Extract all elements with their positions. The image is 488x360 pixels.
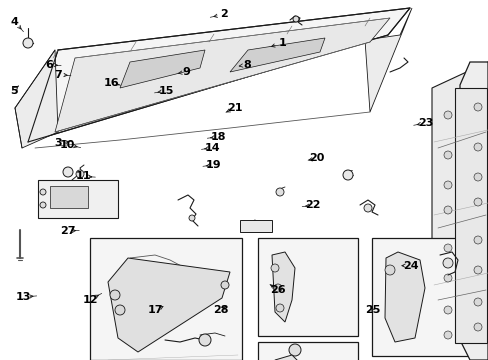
Text: 7: 7: [54, 69, 61, 80]
Circle shape: [189, 215, 195, 221]
Text: 22: 22: [305, 200, 320, 210]
Circle shape: [442, 258, 452, 268]
Bar: [38, 180, 118, 218]
Circle shape: [443, 274, 451, 282]
Bar: [454, 88, 486, 343]
Circle shape: [23, 38, 33, 48]
Bar: [90, 238, 242, 360]
Circle shape: [443, 181, 451, 189]
Text: 27: 27: [60, 226, 75, 236]
Circle shape: [221, 281, 228, 289]
Text: 4: 4: [11, 17, 19, 27]
Bar: [258, 342, 357, 360]
Polygon shape: [15, 50, 58, 148]
Text: 1: 1: [278, 38, 286, 48]
Polygon shape: [364, 8, 411, 112]
Circle shape: [292, 16, 298, 22]
Text: 23: 23: [417, 118, 432, 128]
Text: 24: 24: [402, 261, 418, 271]
Circle shape: [473, 198, 481, 206]
Text: 8: 8: [243, 60, 251, 70]
Polygon shape: [384, 252, 424, 342]
Polygon shape: [55, 18, 389, 132]
Circle shape: [273, 284, 282, 292]
Text: 19: 19: [205, 160, 221, 170]
Text: 26: 26: [269, 285, 285, 295]
Text: 21: 21: [226, 103, 242, 113]
Polygon shape: [459, 62, 487, 360]
Text: 18: 18: [210, 132, 226, 142]
Text: 14: 14: [204, 143, 220, 153]
Bar: [240, 220, 271, 232]
Text: 2: 2: [220, 9, 227, 19]
Circle shape: [275, 188, 284, 196]
Text: 28: 28: [213, 305, 228, 315]
Circle shape: [342, 170, 352, 180]
Circle shape: [270, 264, 279, 272]
Polygon shape: [229, 38, 325, 72]
Circle shape: [473, 143, 481, 151]
Text: 20: 20: [308, 153, 324, 163]
Polygon shape: [28, 8, 409, 142]
Circle shape: [115, 305, 125, 315]
Circle shape: [443, 111, 451, 119]
Circle shape: [473, 266, 481, 274]
Circle shape: [443, 151, 451, 159]
Circle shape: [40, 202, 46, 208]
Text: 11: 11: [75, 171, 91, 181]
Circle shape: [384, 265, 394, 275]
Circle shape: [199, 334, 210, 346]
Circle shape: [363, 204, 371, 212]
Circle shape: [443, 306, 451, 314]
Circle shape: [443, 206, 451, 214]
Circle shape: [288, 344, 301, 356]
Polygon shape: [431, 62, 487, 360]
Text: 10: 10: [60, 140, 75, 150]
Circle shape: [473, 236, 481, 244]
Text: 5: 5: [10, 86, 18, 96]
Text: 12: 12: [82, 294, 98, 305]
Circle shape: [473, 173, 481, 181]
Circle shape: [63, 167, 73, 177]
Bar: [258, 238, 357, 336]
Polygon shape: [120, 50, 204, 88]
Circle shape: [40, 189, 46, 195]
Text: 17: 17: [147, 305, 163, 315]
Polygon shape: [274, 355, 307, 360]
Circle shape: [473, 298, 481, 306]
Text: 9: 9: [182, 67, 189, 77]
Circle shape: [76, 170, 84, 178]
Circle shape: [275, 304, 284, 312]
Text: 16: 16: [103, 78, 119, 88]
Text: 15: 15: [158, 86, 174, 96]
Circle shape: [443, 244, 451, 252]
Circle shape: [473, 103, 481, 111]
Text: 3: 3: [54, 138, 61, 148]
Bar: [371, 238, 469, 356]
Text: 25: 25: [364, 305, 380, 315]
Polygon shape: [271, 252, 294, 322]
Text: 13: 13: [16, 292, 31, 302]
Polygon shape: [108, 258, 229, 352]
Circle shape: [473, 323, 481, 331]
Bar: [50, 186, 88, 208]
Circle shape: [110, 290, 120, 300]
Circle shape: [443, 331, 451, 339]
Text: 6: 6: [45, 60, 53, 70]
